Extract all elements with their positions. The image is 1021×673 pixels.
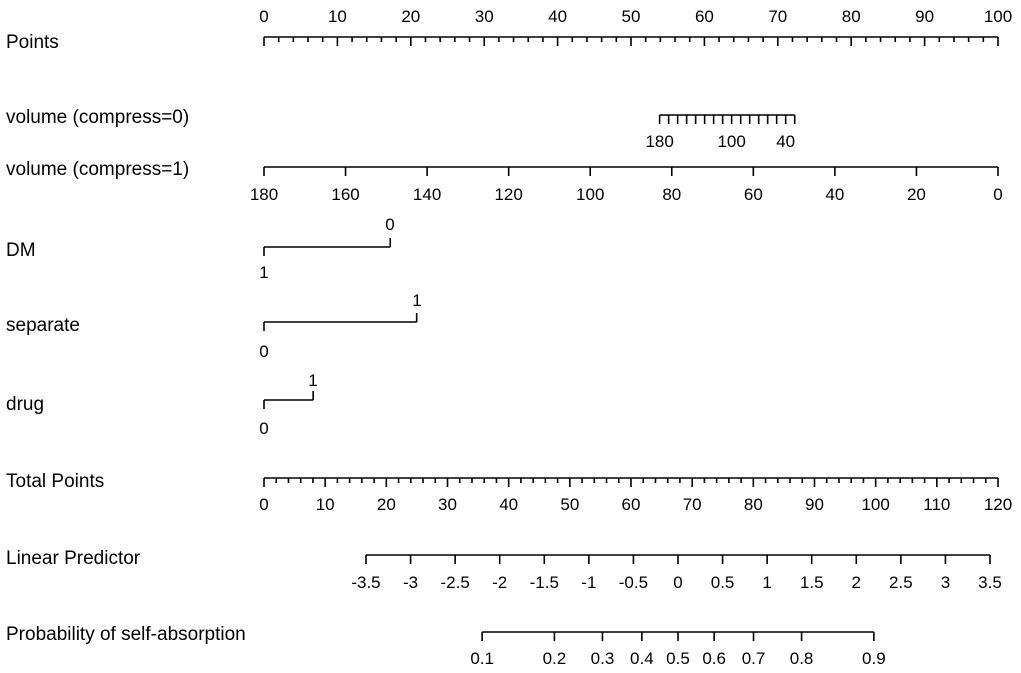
total-points-tick-label: 20 <box>377 495 396 514</box>
total-points-tick-label: 80 <box>744 495 763 514</box>
points-tick-label: 90 <box>915 7 934 26</box>
total-points-tick-label: 100 <box>861 495 889 514</box>
probability-tick-label: 0.6 <box>702 649 726 668</box>
linear-predictor-tick-label: -2 <box>492 573 507 592</box>
dm-level-0-label: 0 <box>385 215 394 234</box>
total-points-tick-label: 0 <box>259 495 268 514</box>
total-points-tick-label: 60 <box>622 495 641 514</box>
points-tick-label: 70 <box>768 7 787 26</box>
total-points-tick-label: 10 <box>316 495 335 514</box>
separate-level-0-label: 0 <box>259 342 268 361</box>
separate-level-1-label: 1 <box>412 291 421 310</box>
points-tick-label: 80 <box>842 7 861 26</box>
row-label-linear-predictor: Linear Predictor <box>6 548 141 569</box>
drug-level-1-label: 1 <box>308 371 317 390</box>
probability-tick-label: 0.7 <box>742 649 766 668</box>
total-points-tick-label: 50 <box>560 495 579 514</box>
linear-predictor-tick-label: 0.5 <box>711 573 735 592</box>
volume1-tick-label: 120 <box>494 185 522 204</box>
total-points-tick-label: 70 <box>683 495 702 514</box>
probability-tick-label: 0.9 <box>862 649 886 668</box>
points-tick-label: 50 <box>622 7 641 26</box>
row-label-dm: DM <box>6 240 36 261</box>
linear-predictor-tick-label: -3 <box>403 573 418 592</box>
volume1-tick-label: 100 <box>576 185 604 204</box>
points-tick-label: 40 <box>548 7 567 26</box>
linear-predictor-tick-label: -2.5 <box>440 573 469 592</box>
points-tick-label: 20 <box>401 7 420 26</box>
linear-predictor-tick-label: 2 <box>852 573 861 592</box>
drug-level-0-label: 0 <box>259 419 268 438</box>
points-tick-label: 0 <box>259 7 268 26</box>
total-points-tick-label: 40 <box>499 495 518 514</box>
volume0-tick-label: 40 <box>776 132 795 151</box>
linear-predictor-tick-label: 3 <box>941 573 950 592</box>
total-points-tick-label: 120 <box>984 495 1012 514</box>
volume1-tick-label: 40 <box>825 185 844 204</box>
row-label-points: Points <box>6 32 59 53</box>
linear-predictor-tick-label: -1.5 <box>530 573 559 592</box>
volume1-tick-label: 80 <box>662 185 681 204</box>
points-tick-label: 30 <box>475 7 494 26</box>
points-tick-label: 100 <box>984 7 1012 26</box>
volume1-tick-label: 60 <box>744 185 763 204</box>
volume1-tick-label: 180 <box>250 185 278 204</box>
volume0-tick-label: 180 <box>645 132 673 151</box>
probability-tick-label: 0.8 <box>790 649 814 668</box>
linear-predictor-tick-label: 2.5 <box>889 573 913 592</box>
row-label-probability: Probability of self-absorption <box>6 624 246 645</box>
points-tick-label: 10 <box>328 7 347 26</box>
volume1-tick-label: 160 <box>331 185 359 204</box>
total-points-tick-label: 110 <box>923 495 950 514</box>
total-points-tick-label: 90 <box>805 495 824 514</box>
points-tick-label: 60 <box>695 7 714 26</box>
linear-predictor-tick-label: 0 <box>673 573 682 592</box>
linear-predictor-tick-label: 1.5 <box>800 573 824 592</box>
linear-predictor-tick-label: -0.5 <box>619 573 648 592</box>
linear-predictor-tick-label: -3.5 <box>351 573 380 592</box>
row-label-separate: separate <box>6 315 80 336</box>
row-label-drug: drug <box>6 394 44 415</box>
probability-tick-label: 0.3 <box>591 649 615 668</box>
row-label-volume-compress-1: volume (compress=1) <box>6 159 189 180</box>
volume0-tick-label: 100 <box>717 132 745 151</box>
probability-tick-label: 0.1 <box>470 649 494 668</box>
probability-tick-label: 0.2 <box>543 649 567 668</box>
probability-tick-label: 0.4 <box>630 649 654 668</box>
linear-predictor-tick-label: 1 <box>762 573 771 592</box>
volume1-tick-label: 20 <box>907 185 926 204</box>
total-points-tick-label: 30 <box>438 495 457 514</box>
volume1-tick-label: 140 <box>413 185 441 204</box>
linear-predictor-tick-label: 3.5 <box>978 573 1002 592</box>
row-label-volume-compress-0: volume (compress=0) <box>6 107 189 128</box>
probability-tick-label: 0.5 <box>666 649 690 668</box>
dm-level-1-label: 1 <box>259 263 268 282</box>
linear-predictor-tick-label: -1 <box>581 573 596 592</box>
row-label-total-points: Total Points <box>6 471 104 492</box>
volume1-tick-label: 0 <box>993 185 1002 204</box>
